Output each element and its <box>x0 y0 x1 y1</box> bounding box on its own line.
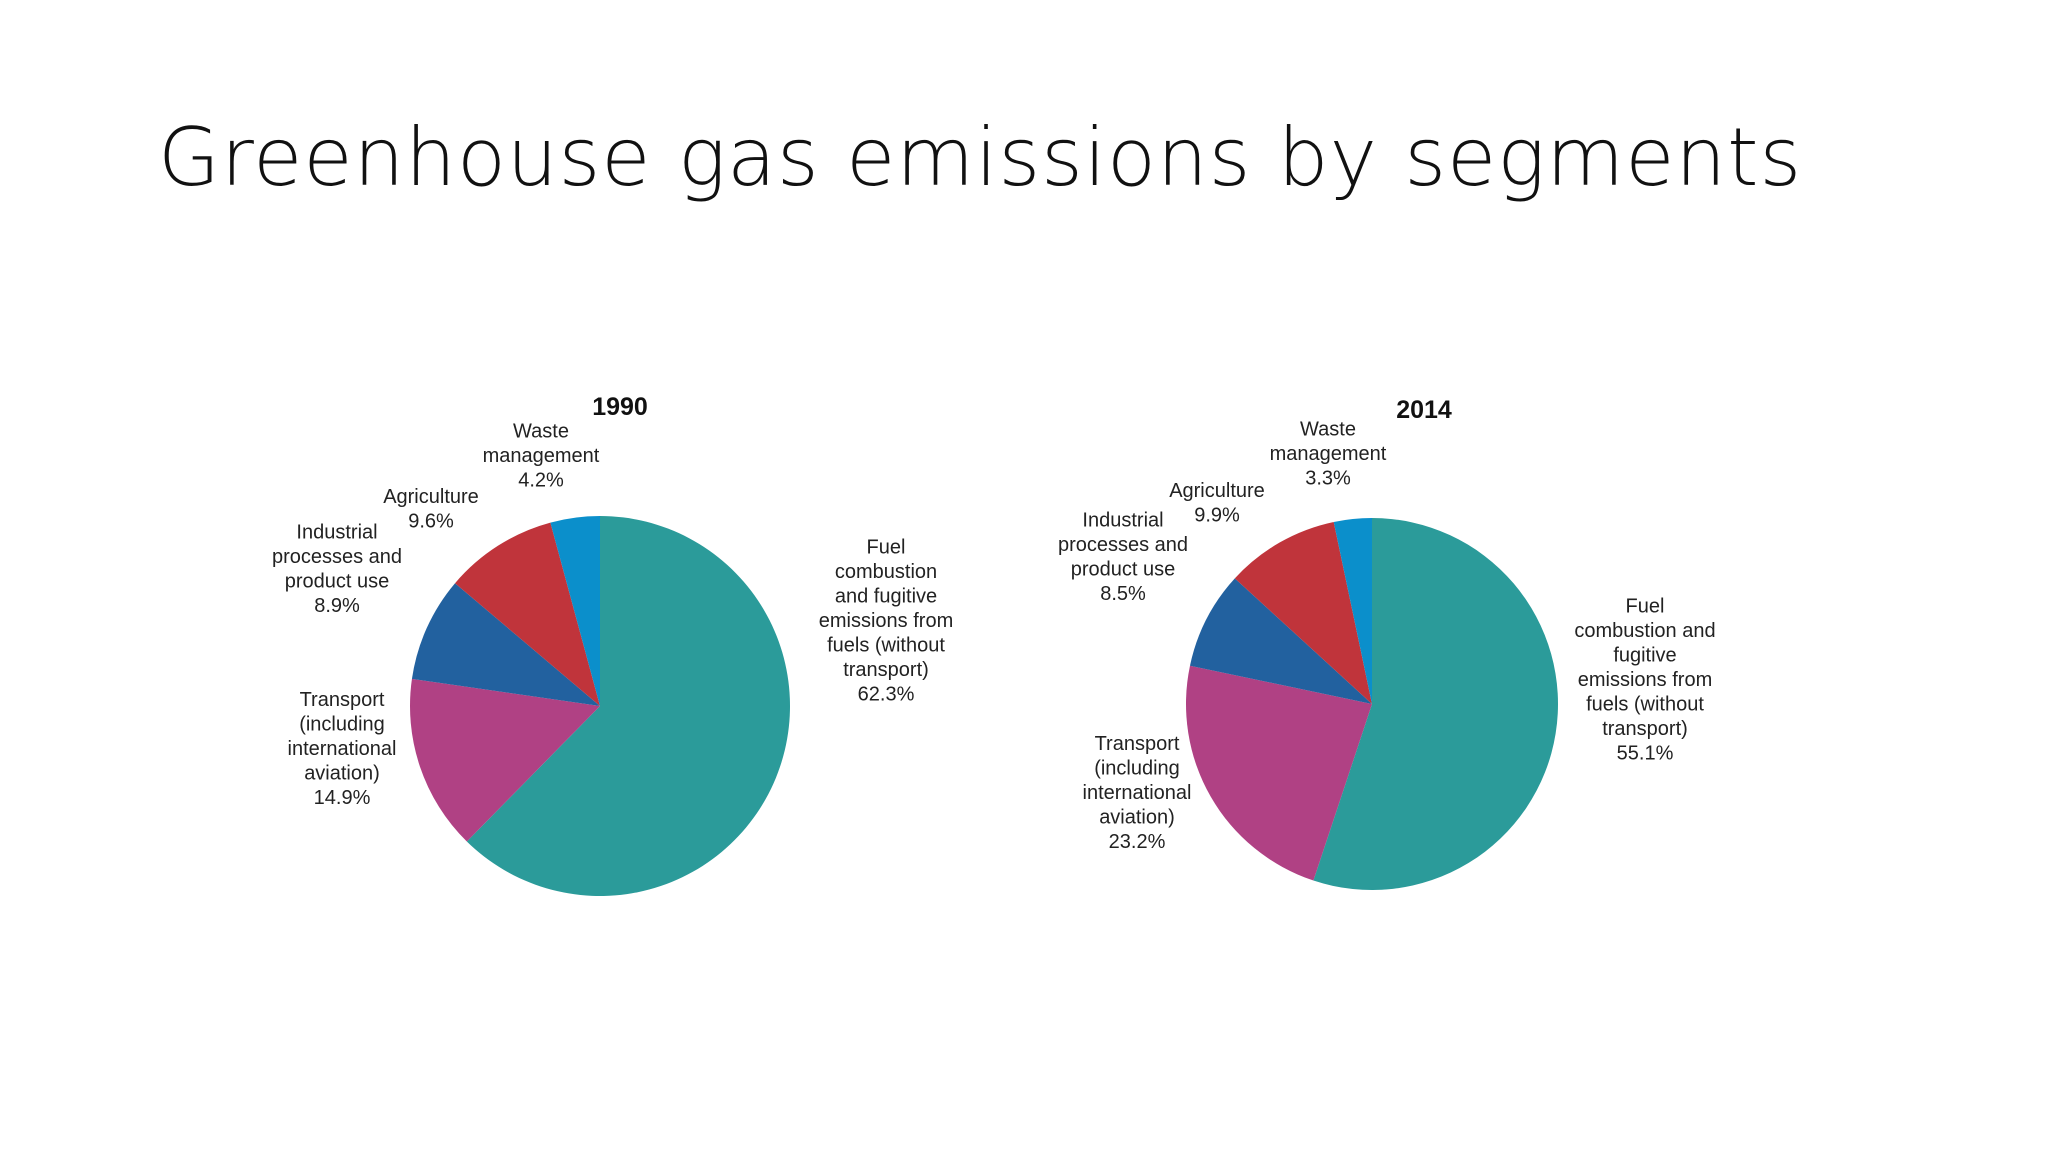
slice-label-line: Industrial <box>1082 509 1163 531</box>
slice-label-line: 9.6% <box>408 510 454 532</box>
slice-label: Agriculture 9.6% <box>383 486 479 533</box>
slice-label-line: 3.3% <box>1305 468 1351 490</box>
slice-label-line: transport) <box>843 659 929 681</box>
slice-label-line: international <box>288 738 397 760</box>
pie-slice <box>411 583 600 706</box>
slice-label-line: (including <box>299 714 385 736</box>
slice-label-line: international <box>1083 782 1192 804</box>
slice-label-line: Transport <box>1095 733 1180 755</box>
slice-label-line: Waste <box>1300 419 1356 441</box>
pie-slice <box>466 516 791 897</box>
slice-label-line: Industrial <box>296 521 377 543</box>
slice-label-line: 9.9% <box>1194 504 1240 526</box>
pie-slice <box>409 678 600 842</box>
slice-label: Fuel combustion and fugitive emissions from… <box>1574 596 1715 765</box>
slice-label: Transport (including international aviation… <box>1083 733 1192 853</box>
chart-title: 1990 <box>592 393 648 421</box>
pie-chart-1990: 1990 Fuel combustion and fugitive emissions … <box>272 393 953 897</box>
slice-label-line: Fuel <box>1626 596 1665 618</box>
slice-label-line: aviation) <box>304 763 380 785</box>
slice-label-line: processes and <box>272 546 402 568</box>
slice-label-line: aviation) <box>1099 807 1175 829</box>
slice-label-line: fugitive <box>1613 645 1676 667</box>
slice-label-line: management <box>1270 443 1387 465</box>
slice-label-line: 23.2% <box>1109 831 1166 853</box>
pie-slice <box>1313 518 1559 890</box>
slice-label-line: management <box>483 445 600 467</box>
pie-slice <box>550 516 600 706</box>
slice-label-line: product use <box>1071 558 1176 580</box>
slice-label-line: Agriculture <box>383 486 479 508</box>
slice-label-line: Agriculture <box>1169 480 1265 502</box>
slice-label-line: 14.9% <box>314 787 371 809</box>
slice-label-line: combustion and <box>1574 620 1715 642</box>
slice-label-line: Fuel <box>867 537 906 559</box>
slice-label-line: fuels (without <box>827 635 945 657</box>
slice-label-line: 8.9% <box>314 595 360 617</box>
slide-title: Greenhouse gas emissions by segments <box>158 111 1803 204</box>
slice-label-line: processes and <box>1058 534 1188 556</box>
slice-label-line: 62.3% <box>858 684 915 706</box>
slice-label-line: transport) <box>1602 718 1688 740</box>
slice-label-line: 8.5% <box>1100 583 1146 605</box>
slice-label-line: emissions from <box>1578 669 1712 691</box>
slice-label-line: fuels (without <box>1586 694 1704 716</box>
slice-label-line: emissions from <box>819 610 953 632</box>
slice-label: Industrial processes and product use 8.9% <box>272 521 402 617</box>
pie-slice <box>455 522 600 706</box>
chart-title: 2014 <box>1396 396 1452 424</box>
slice-label: Waste management 3.3% <box>1270 419 1387 490</box>
slice-label: Agriculture 9.9% <box>1169 480 1265 527</box>
pie-slice <box>1234 521 1372 704</box>
slice-label-line: and fugitive <box>835 586 937 608</box>
slice-label-line: Waste <box>513 421 569 443</box>
pie-slice <box>1185 665 1372 881</box>
slice-label-line: product use <box>285 570 390 592</box>
slice-label-line: (including <box>1094 758 1180 780</box>
slice-label-line: 55.1% <box>1617 743 1674 765</box>
slice-label-line: combustion <box>835 561 937 583</box>
pie-slice <box>1333 518 1372 704</box>
slice-label-line: Transport <box>300 689 385 711</box>
slice-label: Waste management 4.2% <box>483 421 600 492</box>
pie-slice <box>1189 578 1372 704</box>
slice-label: Transport (including international aviation… <box>288 689 397 809</box>
slice-label-line: 4.2% <box>518 470 564 492</box>
slice-label: Fuel combustion and fugitive emissions from… <box>819 537 953 706</box>
pie-chart-2014: 2014 Fuel combustion and fugitive emissions … <box>1058 396 1716 890</box>
slice-label: Industrial processes and product use 8.5% <box>1058 509 1188 605</box>
